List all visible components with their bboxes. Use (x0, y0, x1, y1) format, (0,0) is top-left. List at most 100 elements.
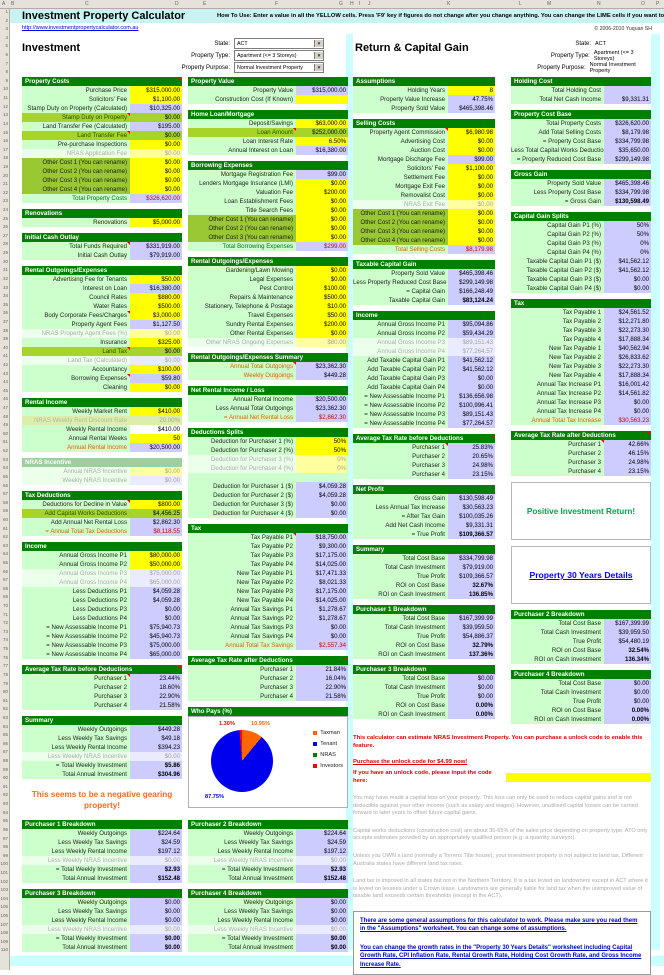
cell-value[interactable]: $0.00 (448, 209, 495, 218)
cell-value[interactable]: $0.00 (296, 197, 348, 206)
table-row: ROI on Cost Base 32.54% (511, 646, 651, 655)
cell-value[interactable]: 8 (448, 86, 495, 95)
cell-value[interactable]: $0.00 (296, 224, 348, 233)
cell-value[interactable]: $0.00 (296, 206, 348, 215)
table-row: = Annual Total Tax Deductions $8,118.55 (22, 527, 182, 536)
cell-value[interactable]: $0.00 (448, 236, 495, 245)
cell-value[interactable]: $0.00 (296, 233, 348, 242)
section-title: Purchaser 4 Breakdown (511, 670, 651, 679)
cell-value[interactable]: $6,980.98 (448, 128, 495, 137)
purchase-unlock-link[interactable]: Purchase the unlock code for $4.99 now! (353, 759, 468, 765)
cell-value[interactable]: 20.00% (130, 416, 182, 425)
section-title: Taxable Capital Gain (353, 260, 495, 269)
cell-value[interactable]: $0.00 (296, 179, 348, 188)
cell-value[interactable]: $880.00 (130, 293, 182, 302)
dropdown-arrow-icon[interactable]: ▼ (314, 40, 323, 47)
table-row: Annual Total Tax Savings $2,557.34 (188, 641, 348, 650)
cell-value[interactable]: $50,000.00 (130, 560, 182, 569)
cell-value[interactable]: $0.00 (296, 329, 348, 338)
cell-value[interactable]: $80.00 (296, 338, 348, 347)
cell-value[interactable]: $0.00 (448, 200, 495, 209)
property-30-years-link[interactable]: Property 30 Years Details (529, 570, 633, 580)
cell-value[interactable]: $200.00 (296, 320, 348, 329)
cell-value[interactable]: $100.00 (296, 284, 348, 293)
table-row: Deduction for Purchaser 1 (%) 50% (188, 437, 348, 446)
cell-value[interactable]: $0.00 (130, 167, 182, 176)
cell-value[interactable]: $0.00 (130, 176, 182, 185)
section-title: Rental Outgoings/Expenses (22, 266, 182, 275)
section-rental-income: Rental Income Weekly Market Rent $410.00 NR… (22, 398, 182, 452)
cell-value[interactable]: $0.00 (296, 266, 348, 275)
cell-value[interactable]: $100.00 (130, 365, 182, 374)
cell-value[interactable]: $315,000.00 (130, 86, 182, 95)
cell-value[interactable]: $0.00 (130, 383, 182, 392)
cell-value: $0.00 (448, 692, 495, 701)
cell-value[interactable] (296, 95, 348, 104)
cell-value[interactable]: $50.00 (296, 311, 348, 320)
property-type-value: Apartment (<= 3 Storeys) (237, 52, 297, 59)
cell-value[interactable]: $0.00 (130, 149, 182, 158)
cell-value: $0.00 (604, 284, 651, 293)
website-link[interactable]: http://www.investmentpropertycalculator.… (22, 25, 139, 31)
dropdown-arrow-icon[interactable]: ▼ (314, 64, 323, 71)
cell-value[interactable]: $0.00 (130, 131, 182, 140)
row-label: Annual Gross Income P3 (22, 569, 130, 578)
table-row: Weekly Outgoings $0.00 (22, 898, 182, 907)
property-type-dropdown[interactable]: Apartment (<= 3 Storeys) ▼ (234, 50, 324, 61)
cell-value[interactable]: $200.00 (296, 188, 348, 197)
cell-value[interactable]: $500.00 (130, 302, 182, 311)
cell-value[interactable]: $50.00 (130, 275, 182, 284)
cell-value[interactable]: $0.00 (296, 275, 348, 284)
cell-value[interactable]: $500.00 (296, 293, 348, 302)
cell-value[interactable]: $0.00 (130, 113, 182, 122)
cell-value[interactable]: $4,456.25 (130, 509, 182, 518)
cell-value[interactable]: $0.00 (448, 227, 495, 236)
unlock-code-input[interactable] (506, 772, 651, 782)
cell-value[interactable]: 50 (130, 434, 182, 443)
cell-value[interactable]: $0.00 (130, 158, 182, 167)
cell-value[interactable]: $3,000.00 (130, 311, 182, 320)
cell-value[interactable]: 50% (296, 437, 348, 446)
cell-value[interactable]: $10.00 (296, 302, 348, 311)
cell-value[interactable]: $0.00 (448, 191, 495, 200)
cell-value[interactable]: $0.00 (130, 185, 182, 194)
table-row: Land Tax $0.00 (22, 347, 182, 356)
cell-value[interactable]: 0% (296, 455, 348, 464)
cell-value[interactable]: 6.50% (296, 137, 348, 146)
table-row: Solicitors' Fee $1,100.00 (353, 164, 495, 173)
cell-value[interactable]: $0.00 (130, 467, 182, 476)
cell-value[interactable]: $252,000.00 (296, 128, 348, 137)
cell-value[interactable]: $5,000.00 (130, 218, 182, 227)
cell-value[interactable]: 0% (296, 464, 348, 473)
cell-value[interactable]: $800.00 (130, 500, 182, 509)
table-row: Total Cash Investment $0.00 (353, 683, 495, 692)
cell-value[interactable]: $0.00 (130, 140, 182, 149)
cell-value[interactable]: 50% (296, 446, 348, 455)
cell-value[interactable]: $0.00 (448, 137, 495, 146)
section-title: Deductions Splits (188, 428, 348, 437)
row-label: ROI on Cash Investment (511, 655, 604, 664)
cell-value: $0.00 (296, 898, 348, 907)
cell-value[interactable]: $0.00 (130, 329, 182, 338)
cell-value[interactable]: $0.00 (448, 218, 495, 227)
cell-value[interactable]: $63,000.00 (296, 119, 348, 128)
cell-value[interactable]: $0.00 (130, 347, 182, 356)
cell-value[interactable]: $1,100.00 (448, 164, 495, 173)
legend-item: Taxman (313, 727, 343, 738)
cell-value[interactable]: $0.00 (296, 215, 348, 224)
cell-value[interactable]: $1,100.00 (130, 95, 182, 104)
cell-value[interactable]: $325.00 (130, 338, 182, 347)
dropdown-arrow-icon[interactable]: ▼ (314, 52, 323, 59)
cell-value[interactable]: $0.00 (448, 146, 495, 155)
cell-value[interactable]: $80,000.00 (130, 551, 182, 560)
property-purpose-dropdown[interactable]: Normal Investment Property ▼ (234, 62, 324, 73)
state-dropdown[interactable]: ACT ▼ (234, 38, 324, 49)
row-label: Annual Gross Income P2 (22, 560, 130, 569)
cell-value[interactable]: $410.00 (130, 407, 182, 416)
title-bar: Investment Property Calculator How To Us… (9, 9, 664, 23)
cell-value[interactable]: $0.00 (448, 173, 495, 182)
info-paragraph: Unless you OWN a land (normally a Torren… (353, 852, 643, 867)
cell-value[interactable]: $0.00 (448, 182, 495, 191)
table-row: Pest Control $100.00 (188, 284, 348, 293)
property-purpose-label: Property Purpose: (537, 64, 586, 71)
